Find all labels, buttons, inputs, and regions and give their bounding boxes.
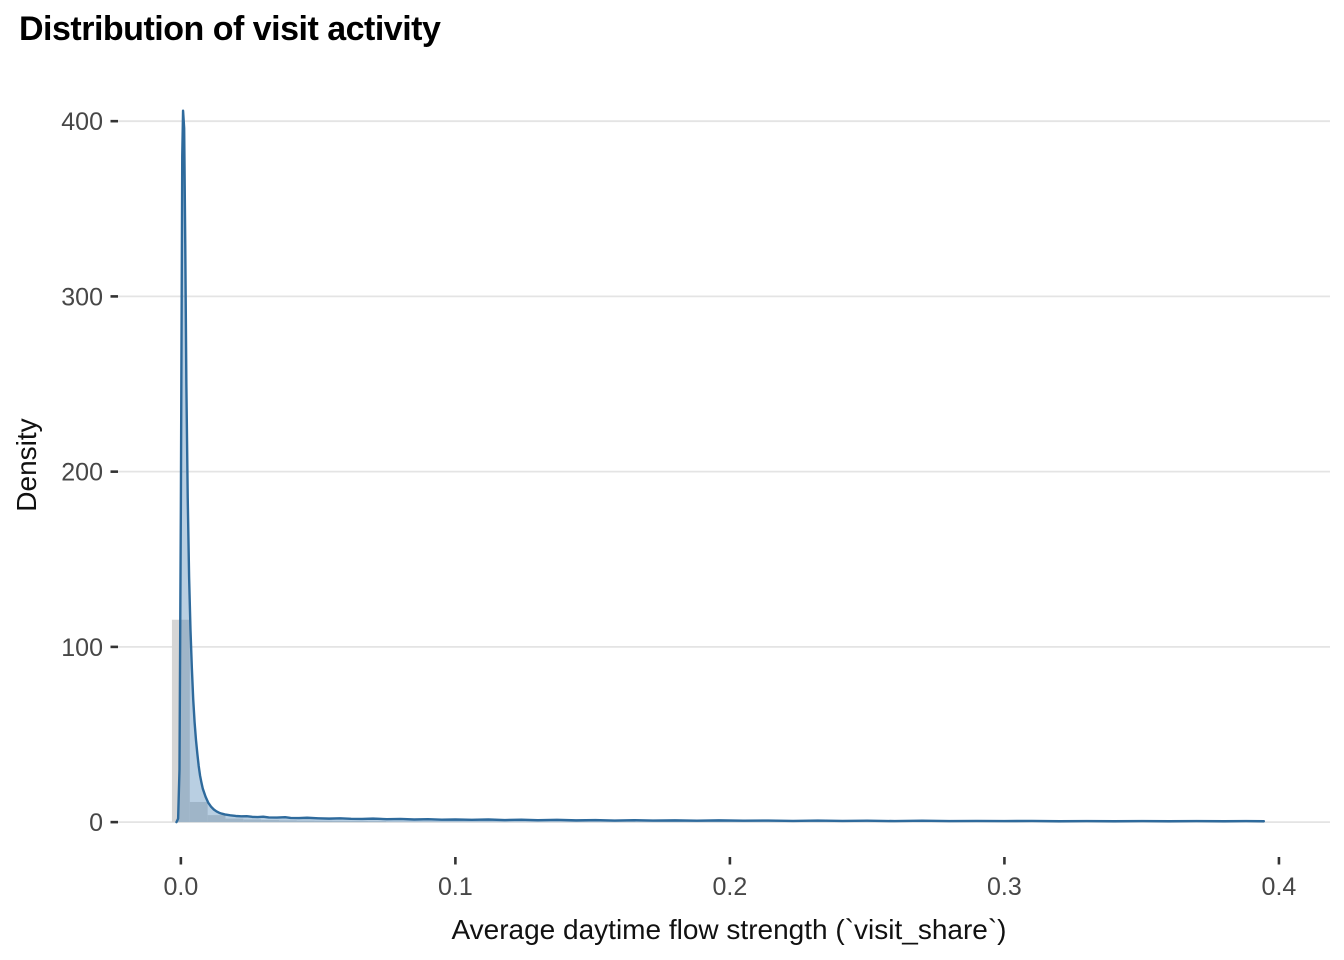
histogram-bar bbox=[296, 820, 315, 823]
histogram-bar bbox=[350, 821, 369, 823]
x-tick-label-0.4: 0.4 bbox=[1262, 873, 1297, 901]
histogram-bar bbox=[243, 819, 262, 823]
histogram-layer bbox=[171, 619, 387, 823]
density-area bbox=[176, 110, 1264, 823]
histogram-bar bbox=[314, 820, 333, 823]
histogram-bar bbox=[279, 820, 297, 823]
y-tick-label-0: 0 bbox=[89, 809, 103, 837]
y-tick-label-400: 400 bbox=[61, 108, 103, 136]
y-tick-label-100: 100 bbox=[61, 634, 103, 662]
histogram-bar bbox=[332, 821, 351, 823]
histogram-bar bbox=[207, 815, 226, 823]
density-line bbox=[175, 109, 1266, 824]
histogram-bar bbox=[225, 818, 244, 823]
x-tick-label-0.1: 0.1 bbox=[438, 873, 473, 901]
histogram-bar bbox=[189, 801, 208, 823]
histogram-bar bbox=[368, 821, 387, 823]
y-tick-label-200: 200 bbox=[61, 459, 103, 487]
y-axis-title: Density bbox=[11, 418, 42, 511]
x-tick-label-0.2: 0.2 bbox=[713, 873, 748, 901]
gridlines-layer bbox=[118, 120, 1330, 824]
chart-title: Distribution of visit activity bbox=[19, 10, 441, 48]
y-tick-label-300: 300 bbox=[61, 283, 103, 311]
histogram-bar bbox=[261, 820, 280, 823]
x-axis-title: Average daytime flow strength (`visit_sh… bbox=[451, 914, 1006, 945]
x-tick-label-0.3: 0.3 bbox=[987, 873, 1022, 901]
axis-ticks-layer: 0 100 200 300 400 0.0 0.1 0.2 0.3 0.4 bbox=[61, 108, 1296, 901]
x-tick-label-0.0: 0.0 bbox=[163, 873, 198, 901]
